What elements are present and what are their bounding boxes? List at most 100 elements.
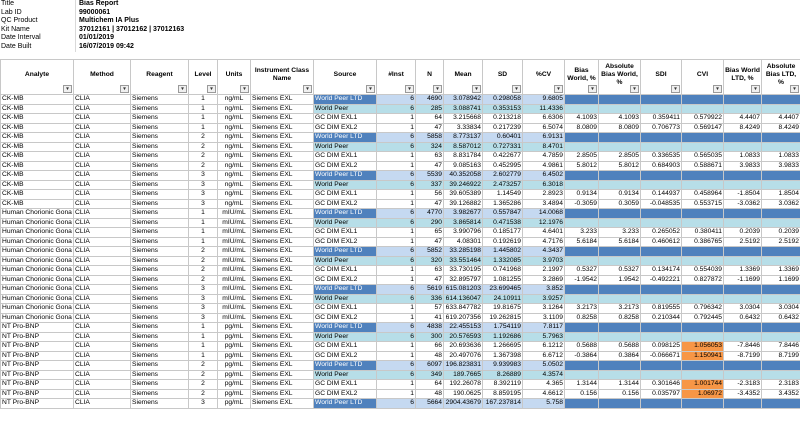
table-cell[interactable]: 3.2173 xyxy=(598,303,641,314)
table-cell[interactable]: 4.6401 xyxy=(522,227,565,238)
table-cell[interactable]: CLIA xyxy=(73,284,131,295)
table-cell[interactable] xyxy=(761,369,800,380)
table-cell[interactable]: GC DIM EXL1 xyxy=(313,341,377,352)
table-cell[interactable]: 337 xyxy=(415,179,444,190)
table-cell[interactable]: Siemens EXL xyxy=(250,217,314,228)
table-cell[interactable]: 9.6805 xyxy=(522,94,565,105)
table-cell[interactable]: Siemens xyxy=(130,350,189,361)
table-cell[interactable]: ng/mL xyxy=(217,113,251,124)
table-cell[interactable] xyxy=(681,132,724,143)
table-cell[interactable]: Human Chorionic Gona xyxy=(0,312,74,323)
table-cell[interactable] xyxy=(761,94,800,105)
table-cell[interactable]: 0.5688 xyxy=(598,341,641,352)
table-cell[interactable]: World Peer LTD xyxy=(313,246,377,257)
table-cell[interactable]: 1.150941 xyxy=(681,350,724,361)
table-cell[interactable] xyxy=(640,255,682,266)
table-cell[interactable]: 47 xyxy=(415,274,444,285)
table-cell[interactable] xyxy=(640,284,682,295)
table-cell[interactable]: CLIA xyxy=(73,331,131,342)
table-cell[interactable]: GC DIM EXL1 xyxy=(313,189,377,200)
table-cell[interactable]: Siemens EXL xyxy=(250,198,314,209)
filter-dropdown-icon[interactable]: ▾ xyxy=(790,85,799,93)
table-cell[interactable]: 8.0809 xyxy=(564,122,599,133)
table-cell[interactable]: 6 xyxy=(376,103,416,114)
table-cell[interactable]: mIU/mL xyxy=(217,312,251,323)
table-cell[interactable] xyxy=(761,179,800,190)
table-cell[interactable] xyxy=(723,217,762,228)
table-cell[interactable]: Siemens xyxy=(130,160,189,171)
table-cell[interactable]: Siemens EXL xyxy=(250,341,314,352)
table-cell[interactable]: World Peer LTD xyxy=(313,170,377,181)
table-cell[interactable]: CLIA xyxy=(73,379,131,390)
table-cell[interactable]: 6.6712 xyxy=(522,350,565,361)
table-cell[interactable]: 6 xyxy=(376,94,416,105)
table-cell[interactable]: Siemens EXL xyxy=(250,388,314,399)
table-cell[interactable]: 1.192686 xyxy=(482,331,523,342)
table-cell[interactable]: Siemens EXL xyxy=(250,274,314,285)
table-cell[interactable]: CK-MB xyxy=(0,151,74,162)
table-cell[interactable]: mIU/mL xyxy=(217,265,251,276)
table-cell[interactable]: CK-MB xyxy=(0,122,74,133)
table-cell[interactable] xyxy=(598,331,641,342)
table-cell[interactable]: 33.730195 xyxy=(443,265,483,276)
table-cell[interactable]: ng/mL xyxy=(217,103,251,114)
table-cell[interactable] xyxy=(598,284,641,295)
table-cell[interactable]: 0.819555 xyxy=(640,303,682,314)
table-cell[interactable]: 3.1264 xyxy=(522,303,565,314)
table-cell[interactable]: pg/mL xyxy=(217,360,251,371)
table-cell[interactable]: World Peer LTD xyxy=(313,322,377,333)
table-cell[interactable]: Human Chorionic Gona xyxy=(0,208,74,219)
table-cell[interactable]: 0.035797 xyxy=(640,388,682,399)
table-cell[interactable] xyxy=(761,398,800,409)
table-cell[interactable]: 8.392119 xyxy=(482,379,523,390)
table-cell[interactable]: 2.1997 xyxy=(522,265,565,276)
table-cell[interactable]: 2904.43679 xyxy=(443,398,483,409)
table-cell[interactable] xyxy=(723,398,762,409)
table-cell[interactable]: pg/mL xyxy=(217,379,251,390)
table-cell[interactable] xyxy=(723,94,762,105)
table-cell[interactable]: 6.3018 xyxy=(522,179,565,190)
table-cell[interactable]: 1.3369 xyxy=(723,265,762,276)
table-cell[interactable]: NT Pro-BNP xyxy=(0,369,74,380)
table-cell[interactable]: 0.217239 xyxy=(482,122,523,133)
table-cell[interactable]: CLIA xyxy=(73,198,131,209)
table-cell[interactable]: 4.1093 xyxy=(564,113,599,124)
table-cell[interactable]: 14.0068 xyxy=(522,208,565,219)
table-cell[interactable]: CLIA xyxy=(73,265,131,276)
table-cell[interactable]: 4.4407 xyxy=(761,113,800,124)
table-cell[interactable]: 4690 xyxy=(415,94,444,105)
table-cell[interactable]: World Peer xyxy=(313,217,377,228)
table-cell[interactable]: Siemens xyxy=(130,398,189,409)
table-cell[interactable]: 3.078942 xyxy=(443,94,483,105)
table-cell[interactable]: 20.576593 xyxy=(443,331,483,342)
table-cell[interactable]: 2 xyxy=(188,388,218,399)
table-cell[interactable]: 8.587012 xyxy=(443,141,483,152)
table-cell[interactable]: Siemens EXL xyxy=(250,236,314,247)
table-cell[interactable]: 1.266695 xyxy=(482,341,523,352)
table-cell[interactable]: GC DIM EXL2 xyxy=(313,160,377,171)
table-cell[interactable] xyxy=(598,179,641,190)
table-cell[interactable]: 64 xyxy=(415,113,444,124)
table-cell[interactable] xyxy=(564,141,599,152)
table-cell[interactable] xyxy=(723,293,762,304)
table-cell[interactable]: GC DIM EXL2 xyxy=(313,312,377,323)
table-cell[interactable] xyxy=(640,360,682,371)
table-cell[interactable]: Siemens EXL xyxy=(250,303,314,314)
table-cell[interactable] xyxy=(564,103,599,114)
table-cell[interactable]: pg/mL xyxy=(217,388,251,399)
table-cell[interactable]: pg/mL xyxy=(217,350,251,361)
table-cell[interactable] xyxy=(681,179,724,190)
table-cell[interactable]: GC DIM EXL1 xyxy=(313,303,377,314)
table-cell[interactable]: -0.048535 xyxy=(640,198,682,209)
table-cell[interactable] xyxy=(723,255,762,266)
table-cell[interactable]: 190.0625 xyxy=(443,388,483,399)
table-cell[interactable]: 3 xyxy=(188,293,218,304)
table-cell[interactable]: CK-MB xyxy=(0,160,74,171)
table-cell[interactable]: Siemens EXL xyxy=(250,293,314,304)
table-cell[interactable] xyxy=(564,369,599,380)
filter-dropdown-icon[interactable]: ▾ xyxy=(207,85,216,93)
table-cell[interactable]: 4.365 xyxy=(522,379,565,390)
table-cell[interactable]: 4.6612 xyxy=(522,388,565,399)
table-cell[interactable]: 1.056053 xyxy=(681,341,724,352)
table-cell[interactable]: Human Chorionic Gona xyxy=(0,284,74,295)
